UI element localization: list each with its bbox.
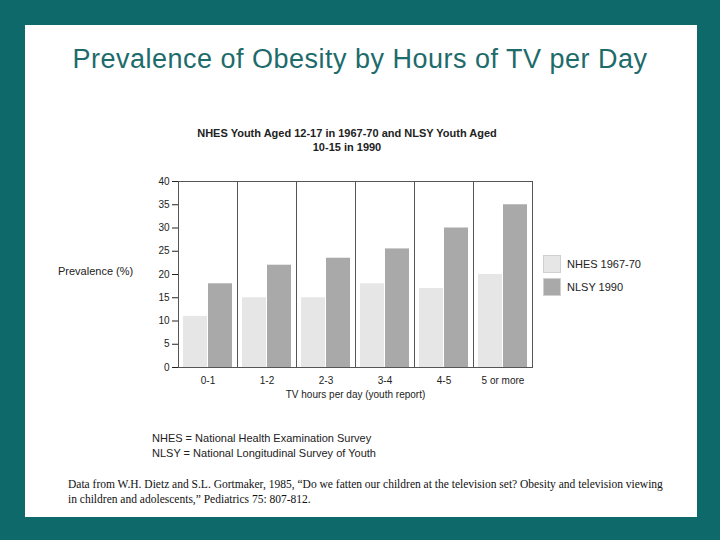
svg-text:TV hours per day (youth report: TV hours per day (youth report) [286, 389, 426, 400]
html-text:Data from W.H. Dietz and S.L.: Data from W.H. Dietz and S.L. Gortmaker,… [68, 478, 663, 505]
html-text:NHES = National Health Examina: NHES = National Health Examination Surve… [152, 432, 372, 444]
html-text:Prevalence (%): Prevalence (%) [58, 265, 134, 277]
svg-text:2-3: 2-3 [319, 375, 334, 386]
svg-text:40: 40 [158, 176, 170, 187]
html-text:NHES Youth Aged 12-17 in 1967-: NHES Youth Aged 12-17 in 1967-70 and NLS… [197, 127, 497, 153]
svg-text:5 or more: 5 or more [482, 375, 525, 386]
svg-text:0-1: 0-1 [201, 375, 216, 386]
svg-text:30: 30 [158, 222, 170, 233]
svg-text:1-2: 1-2 [260, 375, 275, 386]
svg-text:10: 10 [158, 315, 170, 326]
svg-text:35: 35 [158, 199, 170, 210]
svg-text:3-4: 3-4 [378, 375, 393, 386]
html-text:NLSY = National Longitudinal S: NLSY = National Longitudinal Survey of Y… [152, 447, 376, 459]
svg-text:20: 20 [158, 269, 170, 280]
svg-text:5: 5 [164, 338, 170, 349]
svg-text:15: 15 [158, 292, 170, 303]
html-text:Prevalence of Obesity by Hours: Prevalence of Obesity by Hours of TV per… [72, 44, 648, 74]
html-text:NLSY 1990: NLSY 1990 [567, 280, 624, 293]
svg-text:4-5: 4-5 [437, 375, 452, 386]
svg-text:25: 25 [158, 245, 170, 256]
svg-text:0: 0 [164, 362, 170, 373]
html-text:NHES 1967-70: NHES 1967-70 [567, 257, 641, 270]
